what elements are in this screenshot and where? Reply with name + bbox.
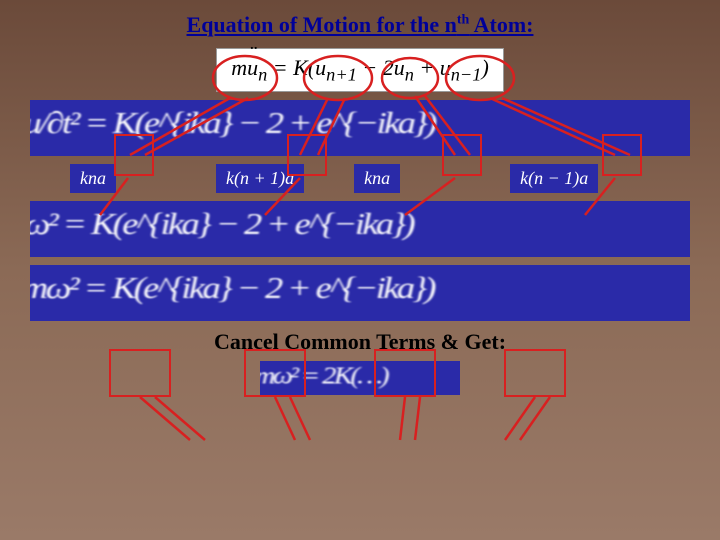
eq-minus: − 2 bbox=[357, 55, 394, 80]
line-d4 bbox=[505, 397, 535, 440]
derivation-band-2: −ω² = K(e^{ika} − 2 + e^{−ika}) bbox=[30, 201, 690, 257]
cancel-subtitle: Cancel Common Terms & Get: bbox=[0, 329, 720, 355]
eq-t3sub: n−1 bbox=[451, 64, 482, 84]
eq-rp: ) bbox=[481, 55, 488, 80]
title-prefix: Equation of Motion for the n bbox=[187, 12, 457, 37]
band1-scribble: ∂²u/∂t² = K(e^{ika} − 2 + e^{−ika}) bbox=[30, 107, 435, 142]
line-d4b bbox=[520, 397, 550, 440]
derivation-band-1: ∂²u/∂t² = K(e^{ika} − 2 + e^{−ika}) bbox=[30, 100, 690, 156]
line-d2b bbox=[290, 397, 310, 440]
line-d1b bbox=[155, 397, 205, 440]
band2-scribble: −ω² = K(e^{ika} − 2 + e^{−ika}) bbox=[30, 208, 413, 243]
final-result-wrap: mω² = 2K(…) bbox=[0, 361, 720, 400]
line-d3b bbox=[415, 397, 420, 440]
eq-t2: u bbox=[394, 55, 405, 80]
line-d1 bbox=[140, 397, 190, 440]
final-result: mω² = 2K(…) bbox=[260, 361, 460, 395]
slide-title: Equation of Motion for the nth Atom: bbox=[0, 0, 720, 38]
eq-t1sub: n+1 bbox=[326, 64, 357, 84]
eq-sub-n: n bbox=[258, 64, 267, 84]
derivation-band-3: −mω² = K(e^{ika} − 2 + e^{−ika}) bbox=[30, 265, 690, 321]
label-kn1a: k(n + 1)a bbox=[216, 164, 304, 193]
eq-K: K bbox=[293, 55, 308, 80]
title-sup: th bbox=[457, 13, 469, 28]
main-equation-wrap: mun = K(un+1 − 2un + un−1) bbox=[0, 48, 720, 92]
exponent-labels: kna k(n + 1)a kna k(n − 1)a bbox=[30, 164, 690, 193]
label-knm1a: k(n − 1)a bbox=[510, 164, 598, 193]
eq-t3: u bbox=[440, 55, 451, 80]
eq-t2sub: n bbox=[405, 64, 414, 84]
label-kna-1: kna bbox=[70, 164, 116, 193]
label-kna-2: kna bbox=[354, 164, 400, 193]
final-scribble: mω² = 2K(…) bbox=[260, 362, 387, 391]
eq-m: m bbox=[231, 55, 247, 80]
eq-eq: = bbox=[267, 55, 293, 80]
band3-scribble: −mω² = K(e^{ika} − 2 + e^{−ika}) bbox=[30, 272, 434, 307]
title-suffix: Atom: bbox=[469, 12, 533, 37]
line-d3 bbox=[400, 397, 405, 440]
eq-plus: + bbox=[414, 55, 440, 80]
eq-t1: u bbox=[315, 55, 326, 80]
main-equation: mun = K(un+1 − 2un + un−1) bbox=[216, 48, 504, 92]
eq-udotdot: u bbox=[247, 55, 258, 80]
line-d2 bbox=[275, 397, 295, 440]
